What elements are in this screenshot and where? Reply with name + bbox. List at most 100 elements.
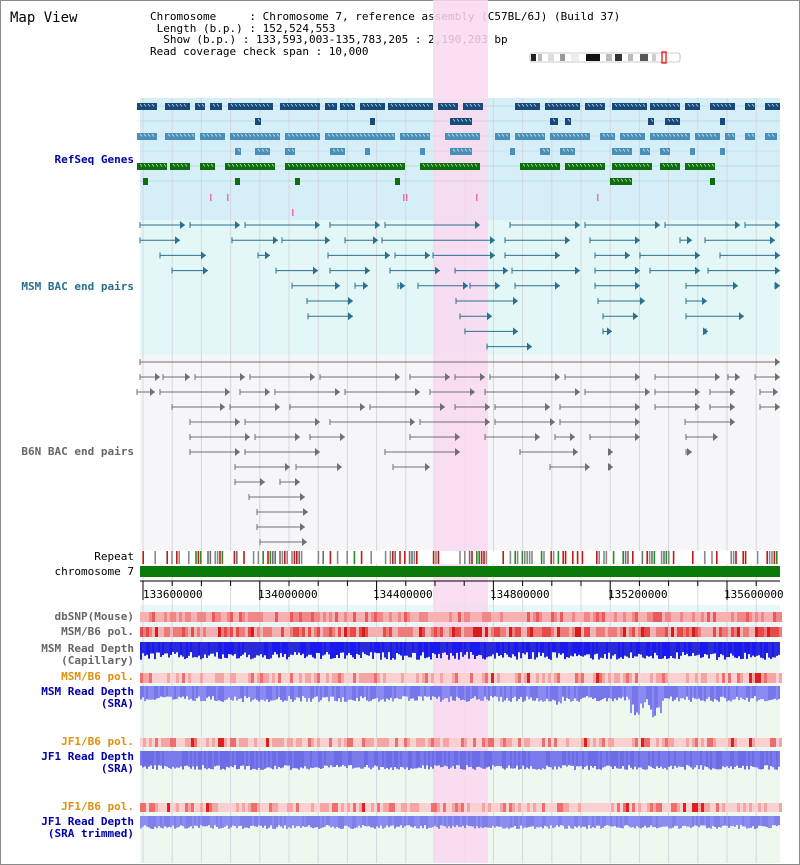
- gene-feature[interactable]: [325, 103, 337, 110]
- jf1-read-depth-trim-bars[interactable]: [140, 816, 780, 829]
- gene-feature[interactable]: [450, 118, 472, 125]
- gene-feature[interactable]: [400, 133, 430, 140]
- gene-feature[interactable]: [495, 133, 510, 140]
- gene-feature[interactable]: [228, 103, 273, 110]
- jf1-read-depth-sra-bars[interactable]: [140, 751, 780, 770]
- gene-feature[interactable]: [330, 148, 345, 155]
- repeat-track[interactable]: [140, 551, 780, 564]
- gene-feature[interactable]: [165, 133, 195, 140]
- gene-feature[interactable]: [255, 148, 270, 155]
- gene-feature[interactable]: [665, 118, 680, 125]
- msm-read-depth-capillary-bars[interactable]: [140, 642, 780, 660]
- gene-feature[interactable]: [143, 178, 148, 185]
- gene-feature[interactable]: [515, 103, 540, 110]
- gene-feature[interactable]: [550, 118, 558, 125]
- gene-feature[interactable]: [438, 103, 458, 110]
- msm-b6-pol-heatmap-1[interactable]: [140, 627, 782, 637]
- gene-feature[interactable]: [612, 148, 632, 155]
- gene-feature[interactable]: [325, 133, 395, 140]
- gene-feature[interactable]: [545, 103, 580, 110]
- gene-feature[interactable]: [370, 118, 375, 125]
- jf1-b6-pol-heatmap-1[interactable]: [140, 738, 782, 747]
- gene-feature[interactable]: [200, 163, 215, 170]
- label-msm-read-depth-sra[interactable]: MSM Read Depth (SRA): [41, 686, 134, 710]
- label-msm-read-depth-capillary[interactable]: MSM Read Depth (Capillary): [41, 643, 134, 667]
- gene-feature[interactable]: [255, 118, 261, 125]
- gene-feature[interactable]: [295, 178, 300, 185]
- gene-feature[interactable]: [610, 178, 632, 185]
- gene-feature[interactable]: [420, 163, 480, 170]
- gene-feature[interactable]: [650, 133, 690, 140]
- label-refseq-genes[interactable]: RefSeq Genes: [54, 153, 134, 166]
- b6n-bac-end-pairs[interactable]: [136, 358, 780, 546]
- gene-feature[interactable]: [620, 133, 645, 140]
- gene-feature[interactable]: [565, 118, 571, 125]
- label-jf1-b6-pol-1[interactable]: JF1/B6 pol.: [61, 735, 134, 748]
- gene-feature[interactable]: [395, 178, 400, 185]
- chromosome-ideogram[interactable]: [529, 51, 681, 64]
- gene-feature[interactable]: [710, 178, 715, 185]
- position-axis: [140, 580, 780, 600]
- gene-feature[interactable]: [690, 148, 695, 155]
- label-msm-b6-pol-2[interactable]: MSM/B6 pol.: [61, 670, 134, 683]
- gene-feature[interactable]: [235, 178, 240, 185]
- gene-feature[interactable]: [340, 103, 355, 110]
- gene-feature[interactable]: [510, 148, 515, 155]
- gene-feature[interactable]: [660, 163, 680, 170]
- gene-feature[interactable]: [650, 103, 680, 110]
- gene-feature[interactable]: [585, 103, 605, 110]
- label-msm-bac-end-pairs[interactable]: MSM BAC end pairs: [21, 280, 134, 293]
- gene-feature[interactable]: [235, 148, 241, 155]
- gene-feature[interactable]: [200, 133, 225, 140]
- gene-feature[interactable]: [137, 163, 167, 170]
- gene-feature[interactable]: [445, 133, 480, 140]
- gene-feature[interactable]: [165, 103, 190, 110]
- gene-feature[interactable]: [463, 103, 483, 110]
- jf1-b6-pol-heatmap-2[interactable]: [140, 803, 782, 812]
- gene-feature[interactable]: [710, 103, 735, 110]
- gene-feature[interactable]: [285, 163, 405, 170]
- gene-feature[interactable]: [685, 163, 715, 170]
- gene-feature[interactable]: [695, 133, 720, 140]
- msm-read-depth-sra-bars[interactable]: [140, 686, 780, 718]
- gene-feature[interactable]: [565, 163, 605, 170]
- label-jf1-read-depth-sra[interactable]: JF1 Read Depth (SRA): [41, 751, 134, 775]
- gene-feature[interactable]: [612, 163, 652, 170]
- gene-feature[interactable]: [365, 148, 370, 155]
- gene-feature[interactable]: [360, 103, 385, 110]
- msm-bac-end-pairs[interactable]: [139, 221, 780, 351]
- dbsnp-heatmap[interactable]: [140, 612, 782, 622]
- gene-feature[interactable]: [765, 133, 777, 140]
- gene-feature[interactable]: [720, 118, 725, 125]
- gene-feature[interactable]: [550, 133, 590, 140]
- gene-feature[interactable]: [515, 133, 545, 140]
- gene-feature[interactable]: [720, 148, 725, 155]
- gene-feature[interactable]: [600, 133, 615, 140]
- gene-feature[interactable]: [137, 133, 157, 140]
- gene-feature[interactable]: [685, 103, 700, 110]
- gene-feature[interactable]: [388, 103, 433, 110]
- label-dbsnp[interactable]: dbSNP(Mouse): [54, 610, 134, 623]
- highlight-region[interactable]: [433, 0, 488, 863]
- gene-feature[interactable]: [560, 148, 575, 155]
- gene-feature[interactable]: [210, 103, 222, 110]
- label-b6n-bac-end-pairs[interactable]: B6N BAC end pairs: [21, 445, 134, 458]
- gene-feature[interactable]: [137, 103, 157, 110]
- label-msm-b6-pol-1[interactable]: MSM/B6 pol.: [61, 625, 134, 638]
- gene-feature[interactable]: [280, 103, 320, 110]
- gene-feature[interactable]: [648, 118, 654, 125]
- gene-feature[interactable]: [170, 163, 190, 170]
- label-jf1-read-depth-trimmed[interactable]: JF1 Read Depth (SRA trimmed): [41, 816, 134, 840]
- gene-feature[interactable]: [765, 103, 780, 110]
- gene-feature[interactable]: [285, 133, 320, 140]
- refseq-gene-features[interactable]: [137, 103, 780, 216]
- label-jf1-sra-line2: (SRA): [100, 762, 134, 775]
- gene-feature[interactable]: [520, 163, 560, 170]
- gene-feature[interactable]: [450, 148, 472, 155]
- gene-feature[interactable]: [420, 148, 425, 155]
- chromosome-bar[interactable]: [140, 566, 780, 577]
- label-jf1-b6-pol-2[interactable]: JF1/B6 pol.: [61, 800, 134, 813]
- gene-feature[interactable]: [612, 103, 647, 110]
- msm-b6-pol-heatmap-2[interactable]: [140, 673, 782, 683]
